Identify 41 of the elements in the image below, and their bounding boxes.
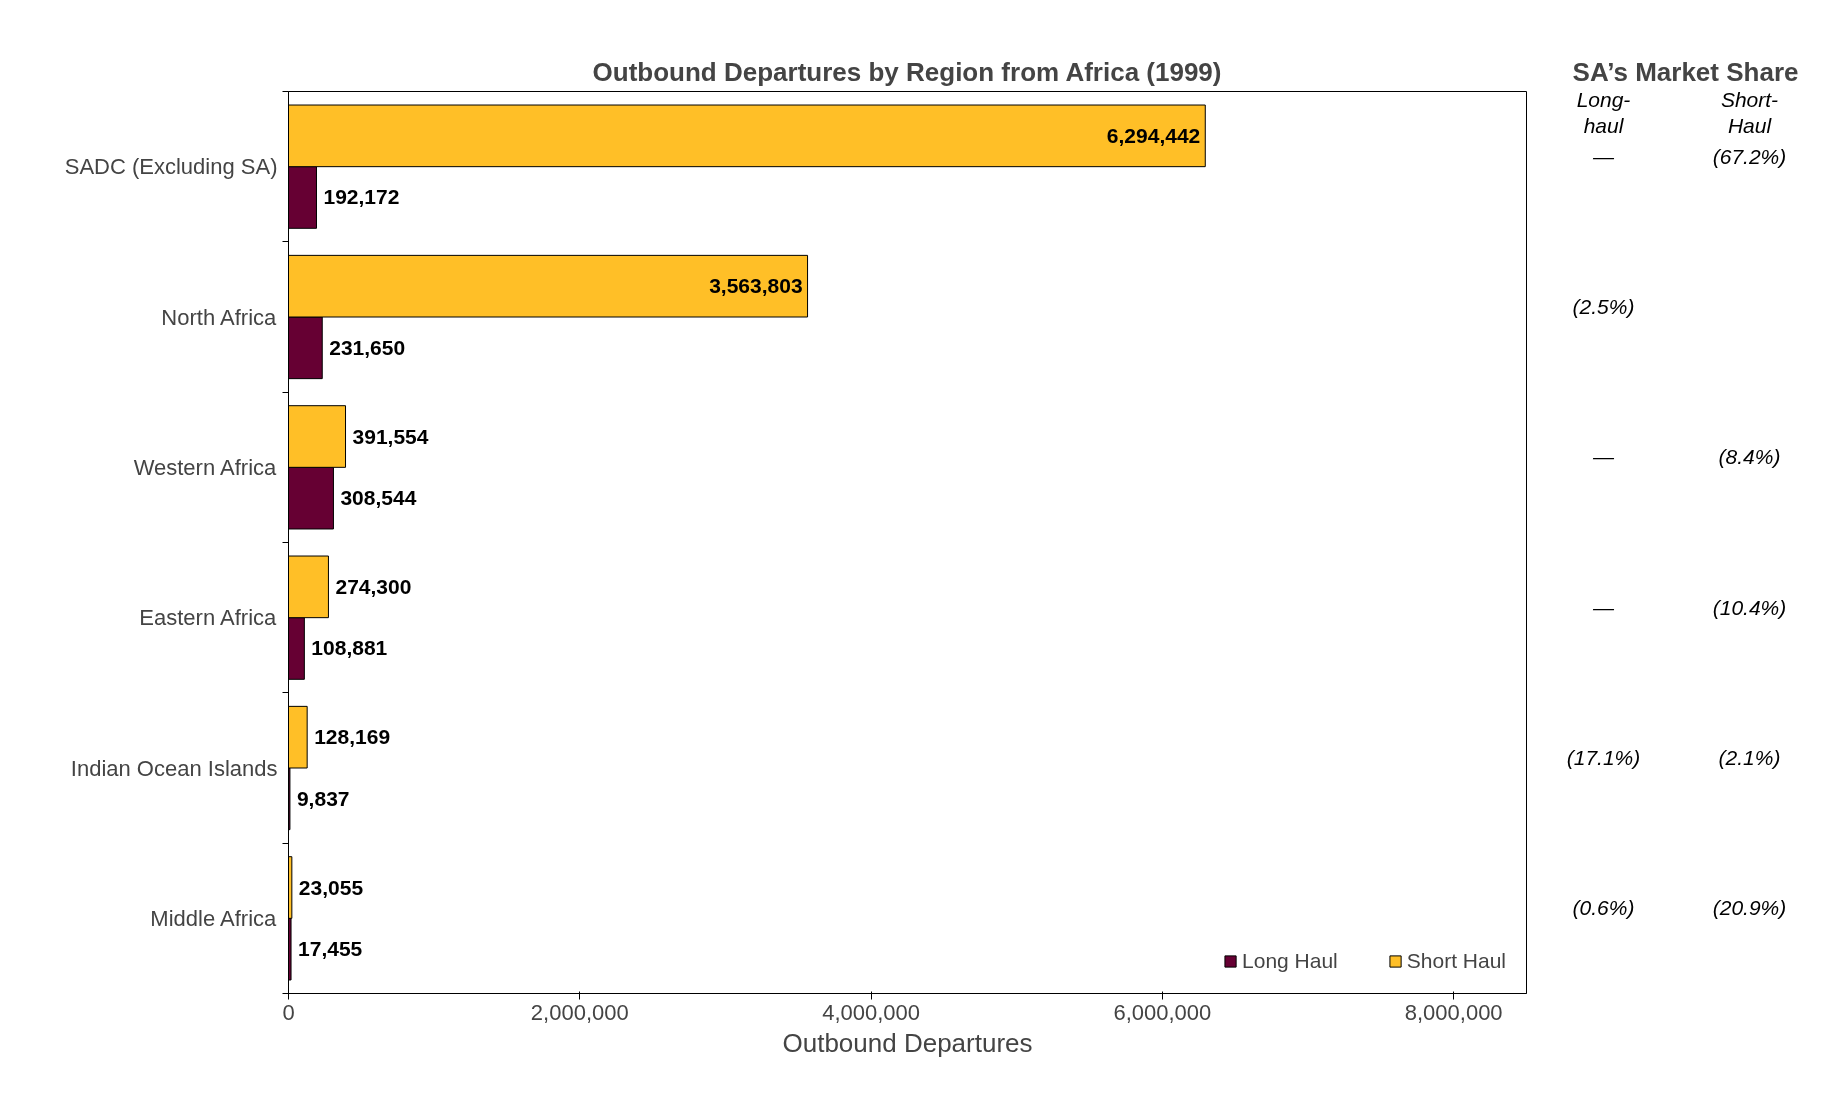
data-label: 128,169 — [314, 725, 391, 749]
data-label: 231,650 — [329, 335, 406, 359]
text: (20.9%) — [1712, 896, 1787, 920]
text: — — [1592, 595, 1615, 619]
data-label: 192,172 — [323, 185, 400, 209]
x-tick-label: 6,000,000 — [1113, 999, 1212, 1025]
data-label: 23,055 — [298, 875, 364, 899]
y-tick-label: Western Africa — [133, 454, 278, 480]
data-label: 3,563,803 — [709, 274, 803, 298]
legend-label: Long Haul — [1242, 949, 1338, 973]
y-tick-label: Eastern Africa — [139, 605, 278, 631]
text: Long- haul — [1576, 88, 1631, 137]
x-tick-label: 2,000,000 — [530, 999, 629, 1025]
text: (2.5%) — [1572, 294, 1635, 318]
data-label: 391,554 — [352, 424, 429, 448]
data-label: 9,837 — [296, 786, 350, 810]
text: — — [1592, 445, 1615, 469]
text: (8.4%) — [1718, 445, 1781, 469]
text: (17.1%) — [1566, 745, 1641, 769]
legend-label: Short Haul — [1406, 949, 1506, 973]
y-tick-label: Middle Africa — [150, 905, 278, 931]
y-tick-label: SADC (Excluding SA) — [64, 154, 278, 180]
data-label: 108,881 — [311, 636, 388, 660]
text: (67.2%) — [1712, 144, 1787, 168]
x-tick-label: 8,000,000 — [1404, 999, 1503, 1025]
text: (10.4%) — [1712, 595, 1787, 619]
data-label: 308,544 — [340, 486, 417, 510]
x-axis-title: Outbound Departures — [782, 1027, 1033, 1058]
text: SA’s Market Share — [1572, 56, 1799, 87]
x-tick-label: 4,000,000 — [822, 999, 921, 1025]
text: (2.1%) — [1718, 745, 1781, 769]
data-label: 274,300 — [335, 574, 412, 598]
text: (0.6%) — [1572, 896, 1635, 920]
x-tick-label: 0 — [282, 999, 295, 1025]
text: — — [1592, 144, 1615, 168]
text: Short- Haul — [1720, 88, 1779, 137]
data-label: 6,294,442 — [1106, 123, 1201, 147]
chart-title: Outbound Departures by Region from Africa (1999) — [592, 56, 1222, 87]
data-label: 17,455 — [298, 937, 363, 961]
y-tick-label: Indian Ocean Islands — [70, 755, 278, 781]
y-tick-label: North Africa — [161, 304, 278, 330]
